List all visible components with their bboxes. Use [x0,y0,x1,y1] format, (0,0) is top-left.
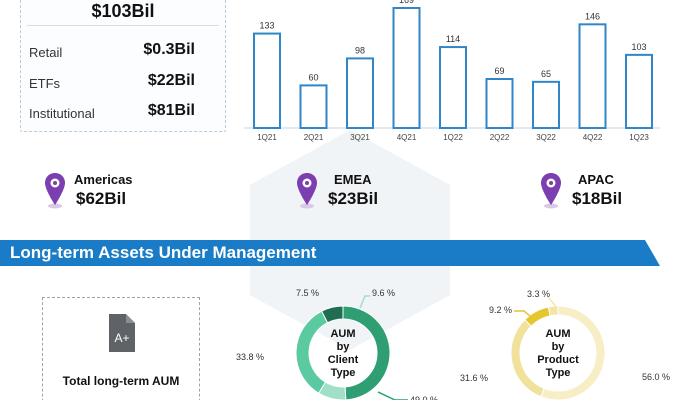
bar-3Q22 [532,80,560,129]
flow-value: $22Bil [147,72,195,89]
slice-label: 49.0 % [410,395,438,400]
donut-center-label: AUM [545,328,570,340]
x-tick-label: 3Q21 [350,133,370,142]
region-americas: Americas $62Bil [44,172,194,212]
x-tick-label: 1Q22 [443,133,463,142]
x-tick-label: 1Q21 [257,133,277,142]
map-pin-icon [297,173,317,209]
donut-center-label: Type [331,367,356,379]
x-tick-label: 4Q22 [583,133,603,142]
flow-row-retail: Retail $0.3Bil [29,41,195,67]
leader-line [514,310,531,317]
x-tick-label: 4Q21 [397,133,417,142]
bar-value-label: 65 [541,69,551,79]
slice-label: 31.6 % [460,373,488,383]
bar-1Q23 [625,53,653,129]
donut-slice [320,305,344,324]
x-tick-label: 2Q22 [490,133,510,142]
map-pin-icon [541,173,561,209]
total-aum-panel: A+ Total long-term AUM [42,297,200,400]
slice-label: 7.5 % [296,288,319,298]
section-banner: Long-term Assets Under Management [0,240,660,266]
donut-center-label: AUM [330,328,355,340]
region-name: EMEA [334,172,372,187]
donut-center-label: Product [537,354,579,366]
map-pin-icon [45,173,65,209]
flow-label: Institutional [29,106,95,121]
flow-row-etfs: ETFs $22Bil [29,72,195,98]
slice-label: 56.0 % [642,372,670,382]
slice-label: 9.6 % [372,288,395,298]
donut-slice [540,305,606,400]
quarterly-flows-bar-chart: 133 1Q21 60 2Q21 98 3Q21 169 4Q21 114 1Q22 69 2Q22 6… [244,0,660,142]
region-value: $62Bil [76,189,127,208]
x-tick-label: 1Q23 [629,133,649,142]
flow-row-institutional: Institutional $81Bil [29,102,195,128]
donut-slice [342,305,391,400]
region-value: $18Bil [572,189,623,208]
divider [27,25,219,26]
donut-center-label: by [337,341,351,353]
donut-slice [524,306,551,327]
flow-label: ETFs [29,76,61,91]
net-flows-panel: $103Bil Retail $0.3Bil ETFs $22Bil Insti… [20,0,226,132]
region-value: $23Bil [328,189,379,208]
svg-text:A+: A+ [114,331,129,345]
bar-4Q21 [392,7,421,129]
flow-value: $81Bil [147,102,195,119]
bar-value-label: 114 [446,34,460,44]
bar-value-label: 60 [308,72,318,82]
slice-label: 9.2 % [489,305,512,315]
bar-1Q22 [439,46,467,129]
x-tick-label: 2Q21 [304,133,324,142]
donut-center-label: by [552,341,566,353]
bar-2Q21 [299,84,328,129]
slice-label: 33.8 % [236,352,264,362]
bar-2Q22 [485,78,514,130]
banner-shape [0,240,660,266]
donut-center-label: Client [328,354,359,366]
donut-slice [295,310,329,394]
bar-value-label: 133 [259,21,274,31]
bar-value-label: 103 [631,42,646,52]
x-tick-label: 3Q22 [536,133,556,142]
flow-value: $0.3Bil [143,41,195,58]
slice-label: 3.3 % [527,289,550,299]
bar-value-label: 146 [585,11,600,21]
region-name: APAC [578,172,614,187]
region-name: Americas [74,172,133,187]
section-title: Long-term Assets Under Management [10,243,317,262]
bar-value-label: 98 [355,45,365,55]
bar-3Q21 [346,57,374,129]
flow-label: Retail [29,45,63,60]
donut-slice [547,305,559,317]
bar-1Q21 [253,32,281,129]
leader-line [377,391,408,400]
bar-value-label: 69 [494,66,504,76]
region-apac: APAC $18Bil [540,172,690,212]
total-aum-label: Total long-term AUM [62,374,180,388]
leader-line [359,295,370,309]
donut-center-label: Type [546,367,571,379]
document-icon: A+ [109,314,135,352]
net-flows-total: $103Bil [91,1,155,21]
bar-4Q22 [578,23,607,130]
region-emea: EMEA $23Bil [296,172,446,212]
leader-line [547,296,557,309]
bar-value-label: 169 [399,0,414,5]
